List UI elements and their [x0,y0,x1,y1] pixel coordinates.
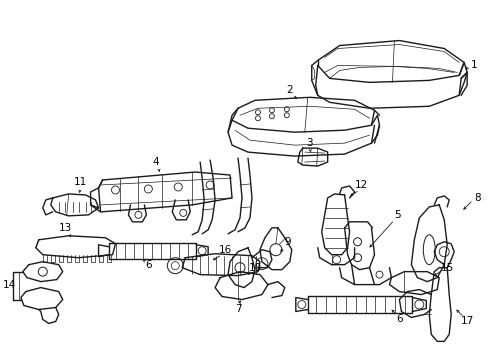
Text: 13: 13 [59,223,72,233]
Text: 5: 5 [393,210,400,220]
Text: 16: 16 [218,245,231,255]
Text: 12: 12 [354,180,367,190]
Text: 15: 15 [440,263,453,273]
Text: 6: 6 [145,260,151,270]
Text: 1: 1 [470,60,476,71]
Text: 11: 11 [74,177,87,187]
Text: 8: 8 [473,193,479,203]
Text: 4: 4 [152,157,158,167]
Text: 10: 10 [248,263,261,273]
Text: 6: 6 [395,314,402,324]
Text: 14: 14 [3,280,17,289]
Text: 2: 2 [286,85,292,95]
Text: 7: 7 [234,305,241,315]
Text: 3: 3 [306,138,312,148]
Text: 17: 17 [460,316,473,327]
Text: 9: 9 [284,237,290,247]
